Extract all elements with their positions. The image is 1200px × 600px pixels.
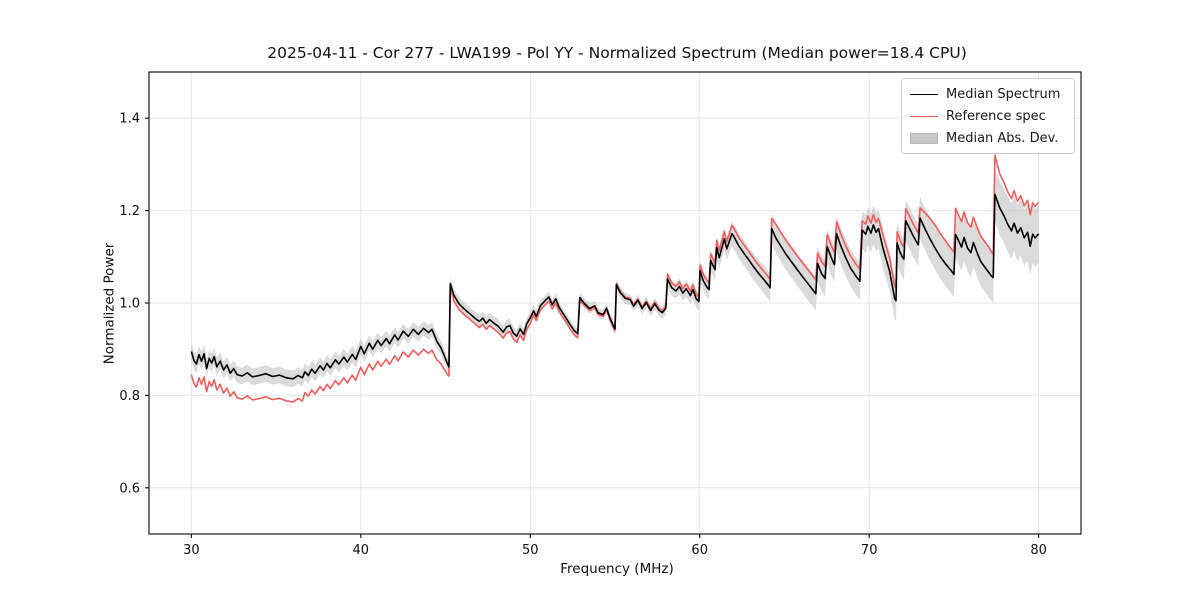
y-tick-label: 0.8 (119, 389, 140, 404)
y-axis-label: Normalized Power (101, 242, 118, 365)
x-tick-label: 70 (861, 543, 878, 558)
mad-band-swatch (910, 132, 938, 144)
chart-title: 2025-04-11 - Cor 277 - LWA199 - Pol YY -… (267, 44, 967, 62)
legend-item-reference-spec: Reference spec (910, 107, 1066, 125)
median-line (190, 193, 1040, 380)
x-tick-label: 30 (183, 543, 200, 558)
legend-label: Reference spec (946, 108, 1046, 124)
y-tick-label: 1.2 (119, 204, 140, 219)
legend: Median Spectrum Reference spec Median Ab… (901, 78, 1075, 154)
legend-label: Median Spectrum (946, 86, 1061, 102)
reference-line-swatch (910, 115, 938, 117)
median-line-swatch (910, 93, 938, 95)
legend-label: Median Abs. Dev. (946, 130, 1059, 146)
mad-band (191, 167, 1039, 388)
x-tick-label: 60 (691, 543, 708, 558)
legend-item-median-abs-dev: Median Abs. Dev. (910, 129, 1066, 147)
y-tick-label: 0.6 (119, 481, 140, 496)
y-tick-label: 1.0 (119, 297, 140, 312)
x-tick-label: 40 (353, 543, 370, 558)
x-tick-label: 80 (1030, 543, 1047, 558)
y-tick-label: 1.4 (119, 112, 140, 127)
x-axis-label: Frequency (MHz) (560, 561, 674, 577)
legend-item-median-spectrum: Median Spectrum (910, 85, 1066, 103)
x-tick-label: 50 (522, 543, 539, 558)
